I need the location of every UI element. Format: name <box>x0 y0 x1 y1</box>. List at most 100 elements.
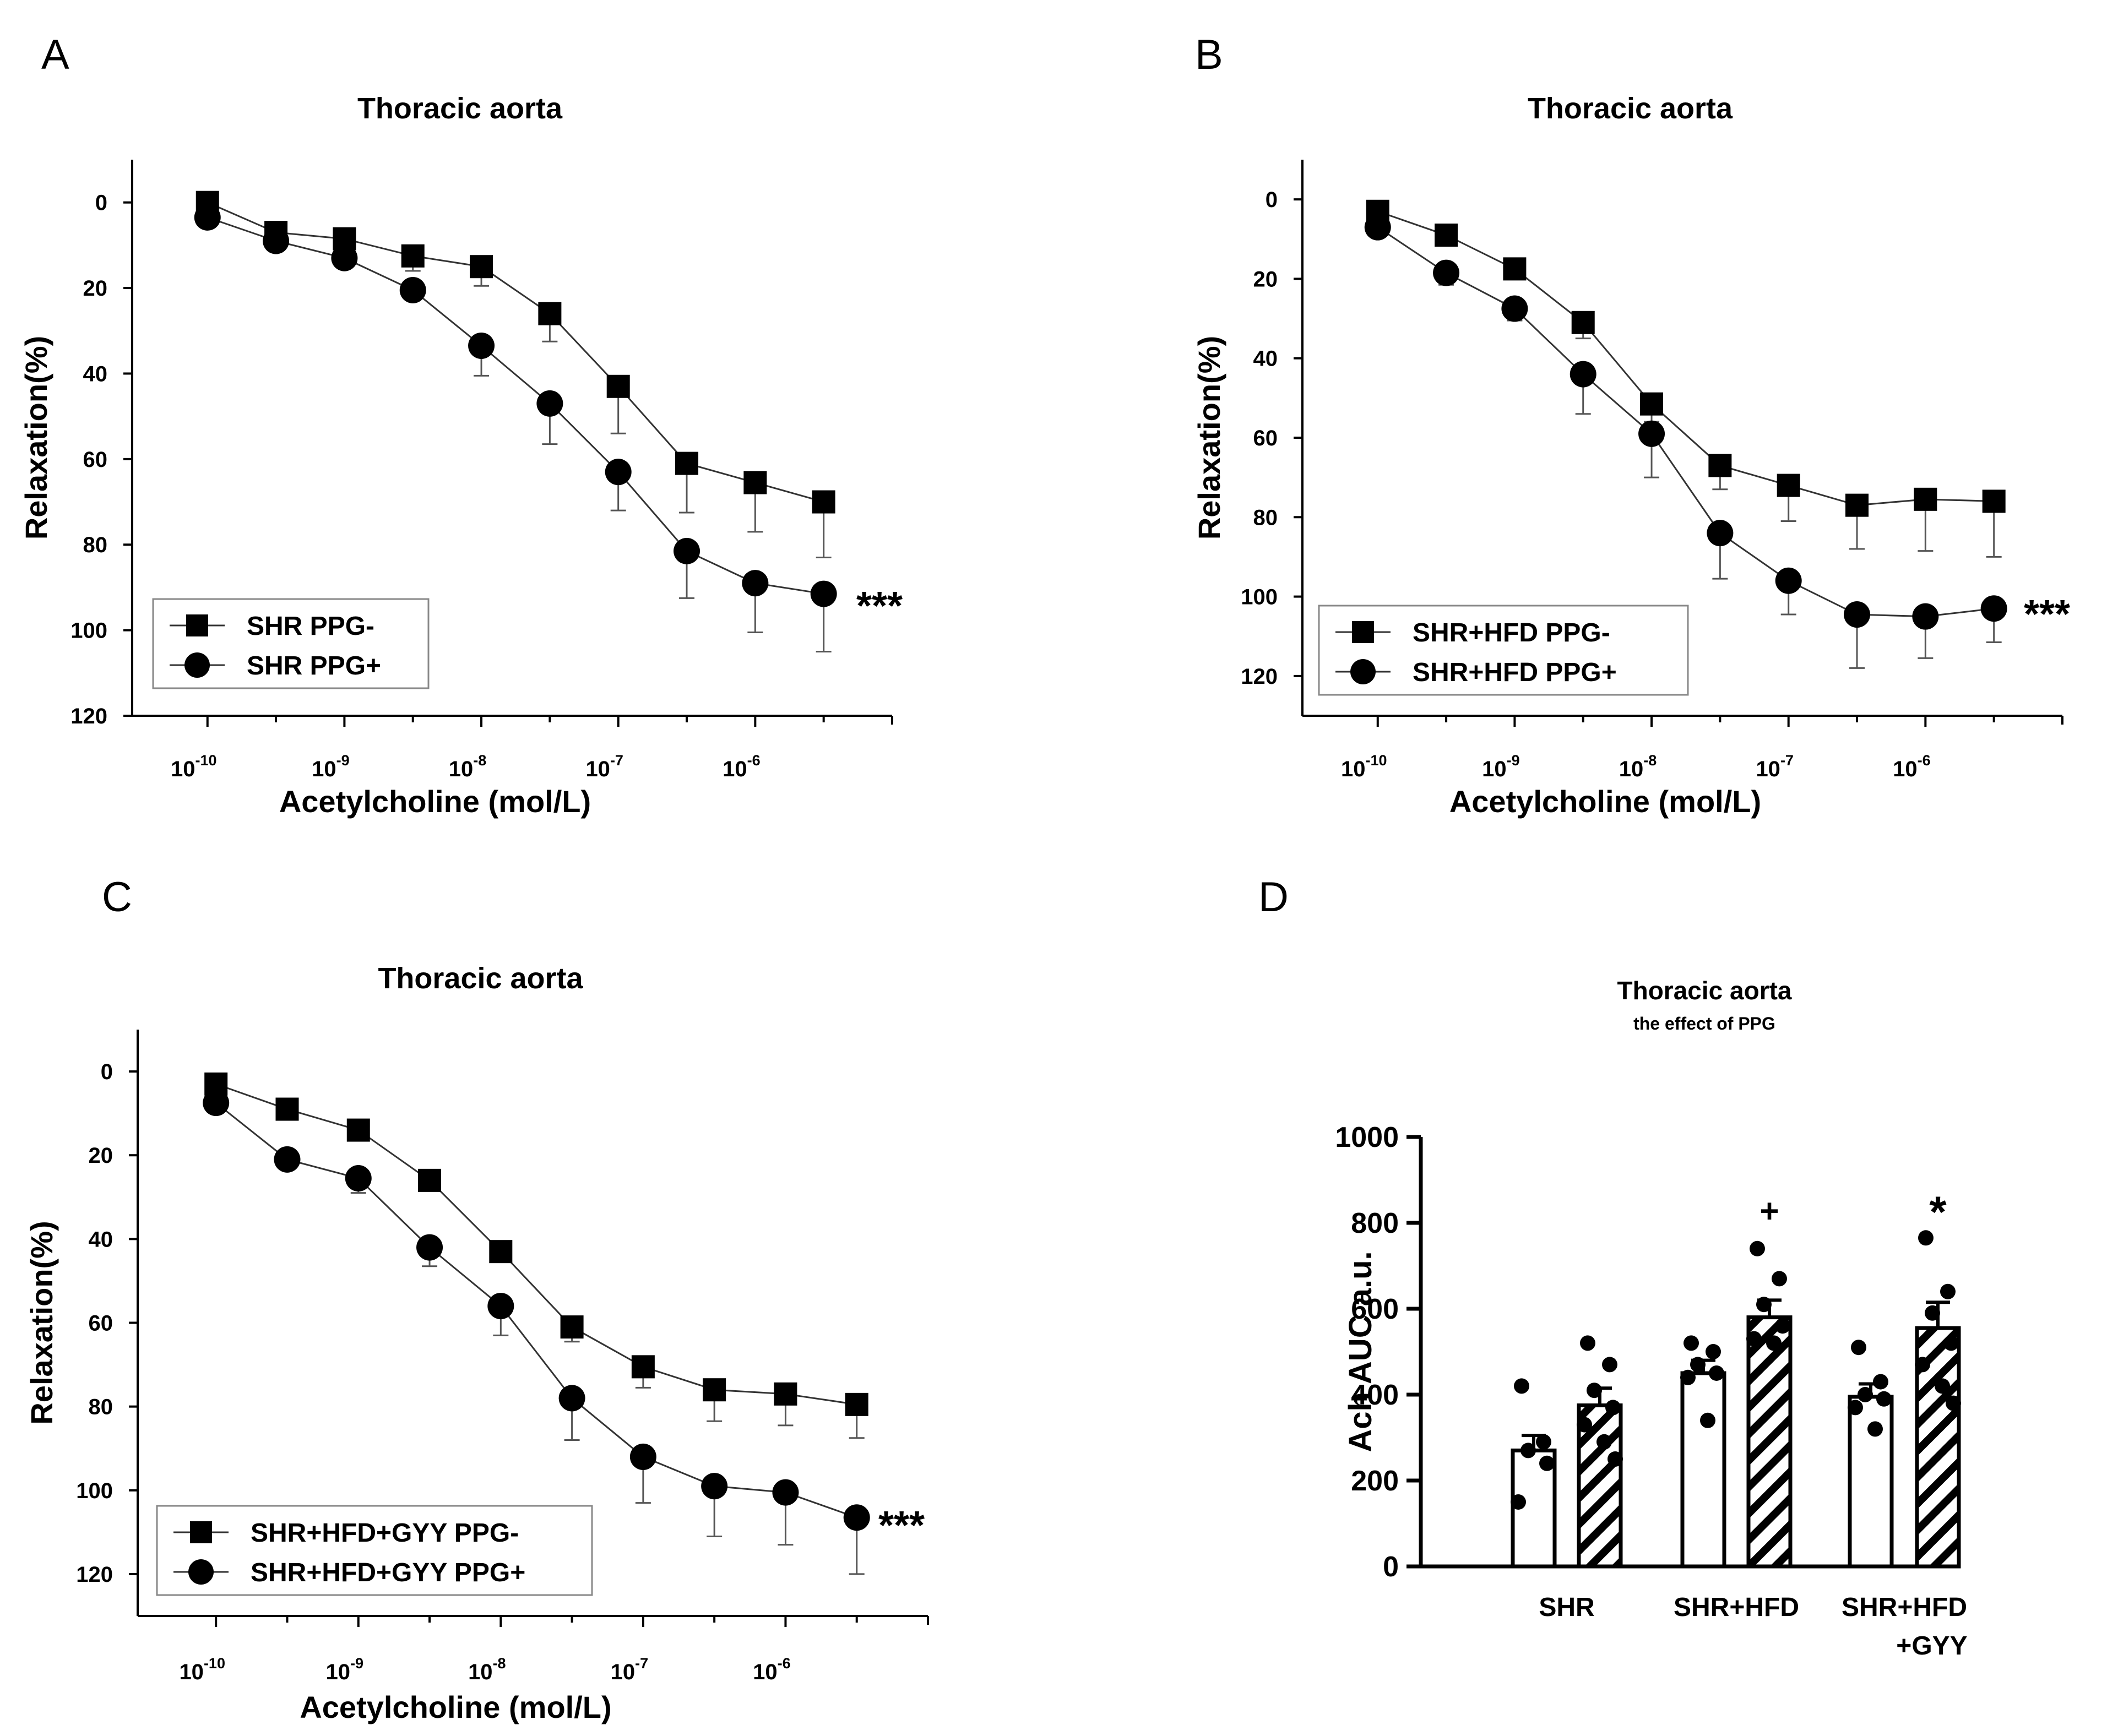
individual-point <box>1918 1230 1934 1246</box>
chart-title: Thoracic aorta <box>357 92 563 125</box>
y-tick-label: 40 <box>89 1227 113 1251</box>
data-point-circle <box>416 1234 443 1261</box>
y-tick-label: 100 <box>1241 585 1278 609</box>
data-point-circle <box>1707 520 1734 547</box>
x-tick-exponent: -10 <box>195 752 216 769</box>
x-tick-label: 10-10 <box>171 752 217 781</box>
x-tick-label: 10-9 <box>326 1655 364 1684</box>
y-axis-label: Relaxation(%) <box>24 1221 59 1424</box>
data-point-circle <box>1638 420 1665 447</box>
data-point-square <box>675 451 699 475</box>
data-point-circle <box>629 1443 656 1470</box>
data-point-square <box>774 1382 797 1406</box>
series-line-ppg-plus <box>1377 226 1994 618</box>
x-tick-exponent: -8 <box>493 1655 506 1672</box>
y-tick-label: 120 <box>70 704 107 728</box>
x-tick-exponent: -9 <box>1507 752 1520 769</box>
data-point-circle <box>1570 361 1596 388</box>
data-point-circle <box>263 227 290 254</box>
individual-point <box>1680 1369 1696 1385</box>
chart-title: Thoracic aorta <box>1617 976 1792 1005</box>
bar-ppg-plus <box>1746 1315 1793 1569</box>
y-tick-label: 80 <box>1253 505 1278 530</box>
chart-subtitle: the effect of PPG <box>1633 1014 1775 1033</box>
x-tick-base: 10 <box>468 1660 493 1684</box>
data-point-square <box>346 1118 370 1142</box>
legend-marker-circle <box>1350 659 1376 684</box>
x-tick-exponent: -8 <box>1643 752 1657 769</box>
data-point-circle <box>1364 214 1391 241</box>
significance-marker: *** <box>856 584 903 628</box>
data-point-circle <box>331 244 358 271</box>
bar-ppg-minus <box>1680 1371 1726 1569</box>
x-tick-exponent: -7 <box>635 1655 648 1672</box>
series-line-ppg-minus <box>207 202 824 503</box>
data-point-circle <box>1775 567 1802 594</box>
x-tick-base: 10 <box>1756 757 1780 781</box>
data-point-circle <box>1912 603 1939 630</box>
panel-letter: A <box>41 31 69 78</box>
data-point-square <box>560 1315 584 1339</box>
x-tick-base: 10 <box>753 1660 778 1684</box>
data-point-square <box>606 374 630 398</box>
data-point-square <box>703 1378 726 1402</box>
x-tick-label: 10-10 <box>1341 752 1387 781</box>
individual-point <box>1580 1335 1595 1351</box>
legend-label: SHR+HFD PPG+ <box>1413 658 1617 687</box>
x-tick-label: 10-10 <box>179 1655 225 1684</box>
y-tick-label: 0 <box>95 191 107 215</box>
y-tick-label: 20 <box>83 276 108 301</box>
data-point-square <box>275 1097 299 1121</box>
data-point-square <box>743 471 767 494</box>
data-point-circle <box>194 204 221 231</box>
panel-letter: C <box>102 874 132 921</box>
x-tick-base: 10 <box>179 1660 204 1684</box>
y-axis-label: Relaxation(%) <box>19 336 53 540</box>
panel-D: D Thoracic aorta the effect of PPG 0 200 400 6… <box>1258 874 1968 1661</box>
individual-point <box>1940 1283 1956 1299</box>
data-point-square <box>489 1240 513 1264</box>
legend-marker-square <box>190 1521 212 1543</box>
x-tick-base: 10 <box>1893 757 1918 781</box>
individual-point <box>1700 1412 1715 1428</box>
series-line-ppg-plus <box>215 1102 857 1519</box>
x-tick-base: 10 <box>585 757 610 781</box>
bar-ppg-minus <box>1848 1395 1894 1569</box>
x-tick-label: 10-8 <box>468 1655 506 1684</box>
significance-marker: + <box>1759 1193 1779 1229</box>
data-point-circle <box>274 1146 301 1173</box>
y-tick-label: 1000 <box>1335 1122 1399 1153</box>
group-label: +GYY <box>1896 1631 1967 1661</box>
y-tick-label: 0 <box>1266 188 1278 212</box>
individual-point <box>1775 1318 1790 1334</box>
data-point-square <box>418 1168 442 1192</box>
individual-point <box>1750 1240 1765 1256</box>
individual-point <box>1514 1378 1529 1394</box>
x-tick-base: 10 <box>312 757 336 781</box>
legend-label: SHR PPG- <box>247 612 374 641</box>
x-tick-exponent: -10 <box>204 1655 225 1672</box>
x-tick-base: 10 <box>723 757 747 781</box>
x-tick-exponent: -7 <box>610 752 623 769</box>
data-point-circle <box>1501 295 1528 322</box>
legend-marker-square <box>1352 621 1374 643</box>
data-point-square <box>538 302 562 325</box>
panel-letter: B <box>1195 31 1223 78</box>
data-point-square <box>1503 257 1527 281</box>
individual-point <box>1706 1344 1721 1359</box>
individual-point <box>1772 1271 1787 1287</box>
individual-point <box>1766 1335 1782 1351</box>
data-point-circle <box>536 390 563 417</box>
x-tick-exponent: -8 <box>473 752 486 769</box>
individual-point <box>1602 1357 1617 1373</box>
x-tick-exponent: -6 <box>778 1655 791 1672</box>
data-point-circle <box>674 537 700 564</box>
legend-marker-square <box>186 614 208 636</box>
x-tick-label: 10-6 <box>753 1655 791 1684</box>
legend-box <box>1318 605 1689 696</box>
data-point-circle <box>772 1479 799 1506</box>
group-label: SHR+HFD <box>1842 1593 1967 1622</box>
y-axis-label: Ach AUC a.u. <box>1343 1251 1378 1452</box>
